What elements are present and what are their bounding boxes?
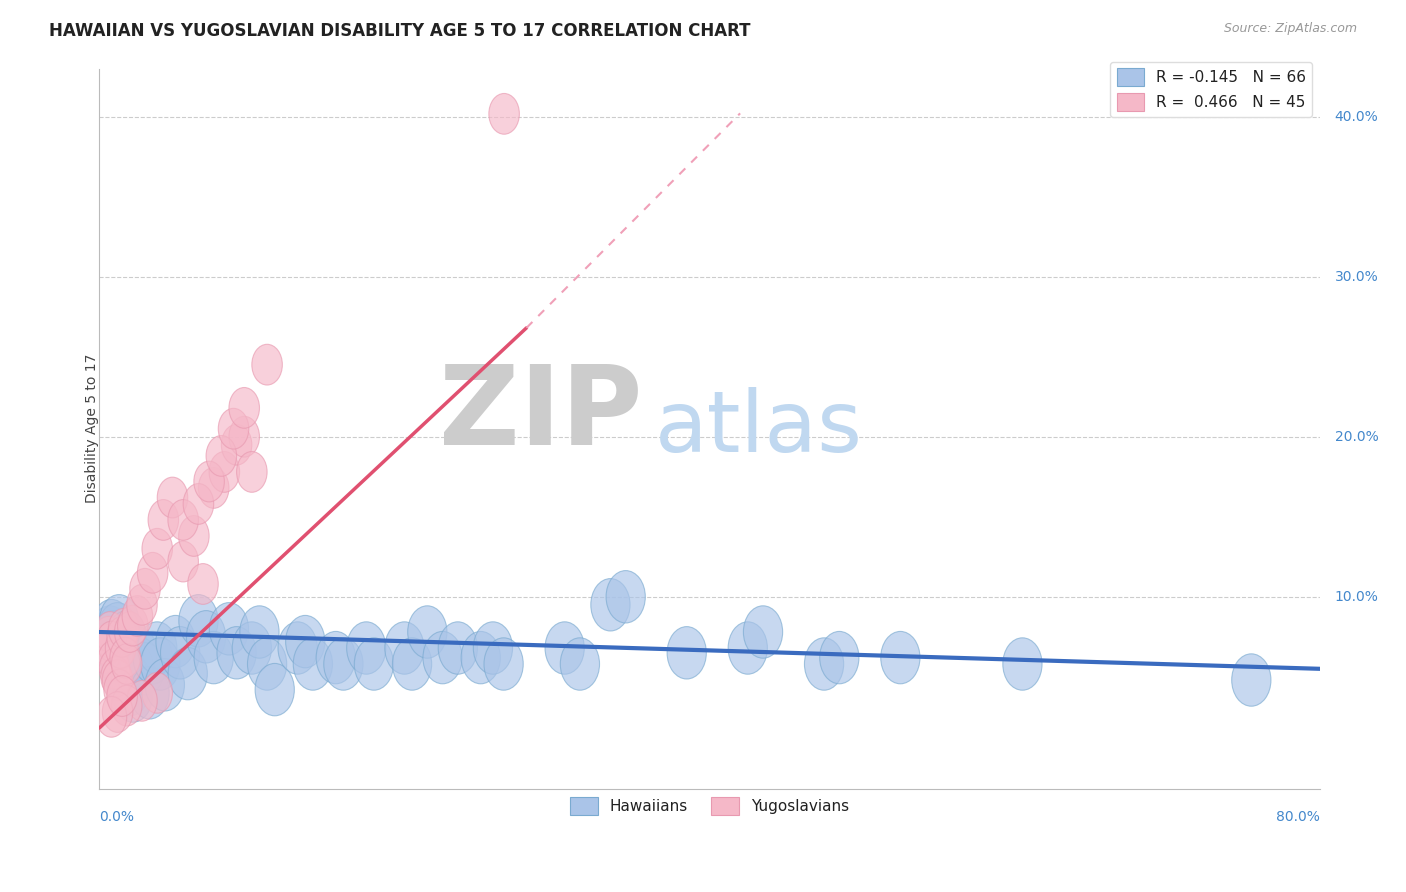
Text: atlas: atlas <box>655 387 863 470</box>
Text: 10.0%: 10.0% <box>1334 590 1378 604</box>
Text: 20.0%: 20.0% <box>1334 430 1378 443</box>
Text: Source: ZipAtlas.com: Source: ZipAtlas.com <box>1223 22 1357 36</box>
Text: ZIP: ZIP <box>439 360 643 467</box>
Text: 80.0%: 80.0% <box>1277 811 1320 824</box>
Text: 40.0%: 40.0% <box>1334 110 1378 124</box>
Legend: Hawaiians, Yugoslavians: Hawaiians, Yugoslavians <box>564 791 855 821</box>
Text: HAWAIIAN VS YUGOSLAVIAN DISABILITY AGE 5 TO 17 CORRELATION CHART: HAWAIIAN VS YUGOSLAVIAN DISABILITY AGE 5… <box>49 22 751 40</box>
Text: 30.0%: 30.0% <box>1334 269 1378 284</box>
Y-axis label: Disability Age 5 to 17: Disability Age 5 to 17 <box>86 354 100 503</box>
Text: 0.0%: 0.0% <box>100 811 134 824</box>
